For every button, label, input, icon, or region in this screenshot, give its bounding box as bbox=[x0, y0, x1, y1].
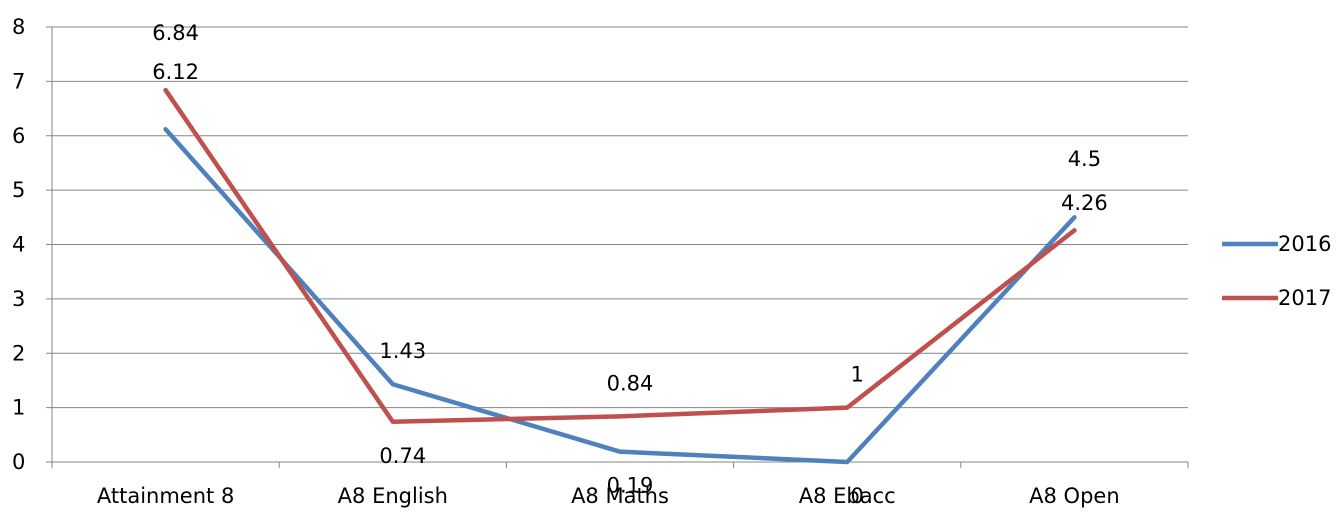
x-tick-label: Attainment 8 bbox=[97, 484, 234, 508]
y-axis-tick-labels: 0 1 2 3 4 5 6 7 8 bbox=[12, 15, 25, 474]
data-label-2017: 0.74 bbox=[379, 444, 426, 468]
data-label-2017: 1 bbox=[851, 363, 864, 387]
data-label-2016: 1.43 bbox=[379, 339, 426, 363]
data-label-2017: 4.26 bbox=[1061, 191, 1108, 215]
y-tick-label: 4 bbox=[12, 233, 25, 257]
series-line-2017 bbox=[163, 87, 1077, 425]
x-tick-label: A8 Maths bbox=[571, 484, 669, 508]
x-axis: Attainment 8 A8 English A8 Maths A8 Ebacc A8… bbox=[51, 462, 1189, 508]
data-label-2016: 0.19 bbox=[607, 474, 654, 498]
y-tick-label: 2 bbox=[12, 341, 25, 365]
data-label-2017: 0.84 bbox=[607, 371, 654, 395]
y-tick-label: 6 bbox=[12, 124, 25, 148]
data-label-2016: 4.5 bbox=[1068, 147, 1101, 171]
legend-label-2017: 2017 bbox=[1278, 286, 1331, 310]
data-label-2016: 0 bbox=[851, 484, 864, 508]
series-lines bbox=[163, 87, 1077, 465]
y-tick-label: 1 bbox=[12, 396, 25, 420]
y-tick-label: 0 bbox=[12, 450, 25, 474]
legend: 2016 2017 bbox=[1222, 232, 1331, 310]
data-label-2017: 6.84 bbox=[152, 21, 199, 45]
data-label-2016: 6.12 bbox=[152, 60, 199, 84]
data-labels: 6.12 1.43 0.19 0 4.5 6.84 0.74 0.84 1 4.26 bbox=[152, 21, 1108, 508]
gridlines bbox=[46, 26, 1188, 463]
series-line-2016 bbox=[163, 126, 1077, 465]
x-tick-label: A8 Open bbox=[1029, 484, 1120, 508]
y-tick-label: 5 bbox=[12, 178, 25, 202]
y-tick-label: 8 bbox=[12, 15, 25, 39]
legend-label-2016: 2016 bbox=[1278, 232, 1331, 256]
y-tick-label: 3 bbox=[12, 287, 25, 311]
x-tick-label: A8 Ebacc bbox=[799, 484, 896, 508]
x-tick-label: A8 English bbox=[338, 484, 448, 508]
y-tick-label: 7 bbox=[12, 69, 25, 93]
